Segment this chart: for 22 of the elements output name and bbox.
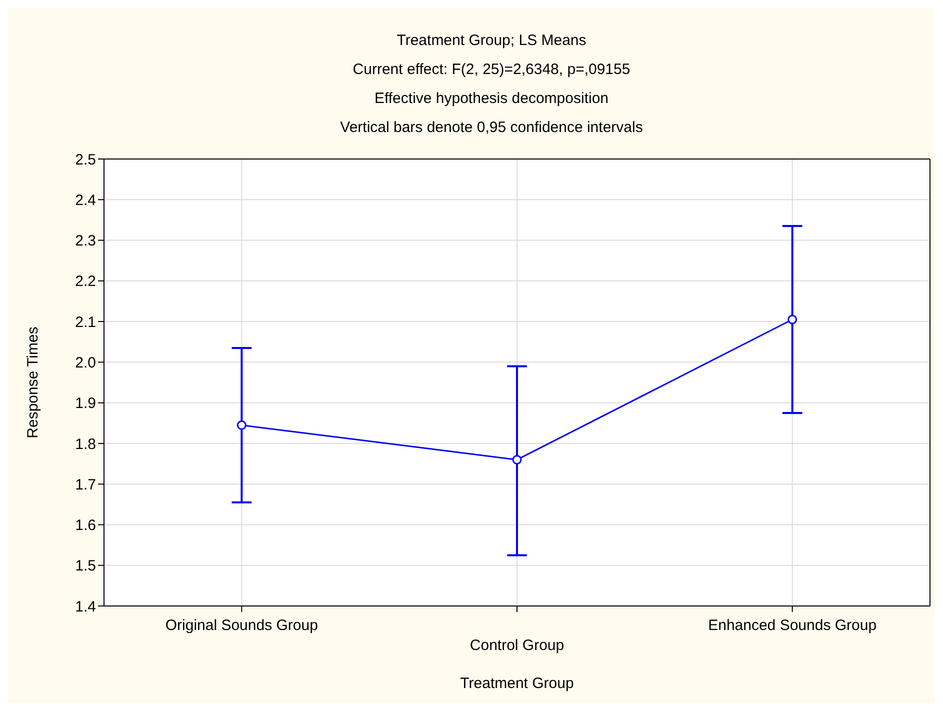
y-tick-label: 1.7 — [75, 476, 96, 494]
point — [236, 420, 246, 430]
x-tick-label: Enhanced Sounds Group — [708, 617, 877, 634]
y-tick-label: 2.0 — [75, 354, 96, 372]
chart-subtitle: Current effect: F(2, 25)=2,6348, p=,09155 Effective hypothesis decomposition Vertical bars denote 0,95 confidence intervals — [339, 60, 644, 138]
y-tick-label: 2.4 — [75, 192, 96, 209]
y-tick-label: 2.3 — [75, 232, 96, 250]
y-tick-label: 1.6 — [75, 517, 96, 534]
x-tick-label: Control Group — [470, 637, 564, 654]
point — [512, 454, 522, 464]
y-tick-label: 1.9 — [75, 395, 96, 412]
chart-title: Treatment Group; LS Means — [396, 31, 588, 51]
y-tick-label: 1.4 — [75, 598, 96, 616]
y-tick-label: 2.2 — [75, 273, 96, 290]
x-tick-label: Original Sounds Group — [165, 617, 318, 634]
y-tick-label: 1.5 — [75, 558, 96, 575]
point — [788, 314, 798, 324]
y-axis-title: Response Times — [24, 326, 42, 438]
y-tick-label: 2.1 — [75, 314, 96, 331]
y-tick-label: 2.5 — [75, 151, 96, 168]
y-tick-label: 1.8 — [75, 436, 96, 453]
x-axis-title: Treatment Group — [460, 675, 574, 692]
